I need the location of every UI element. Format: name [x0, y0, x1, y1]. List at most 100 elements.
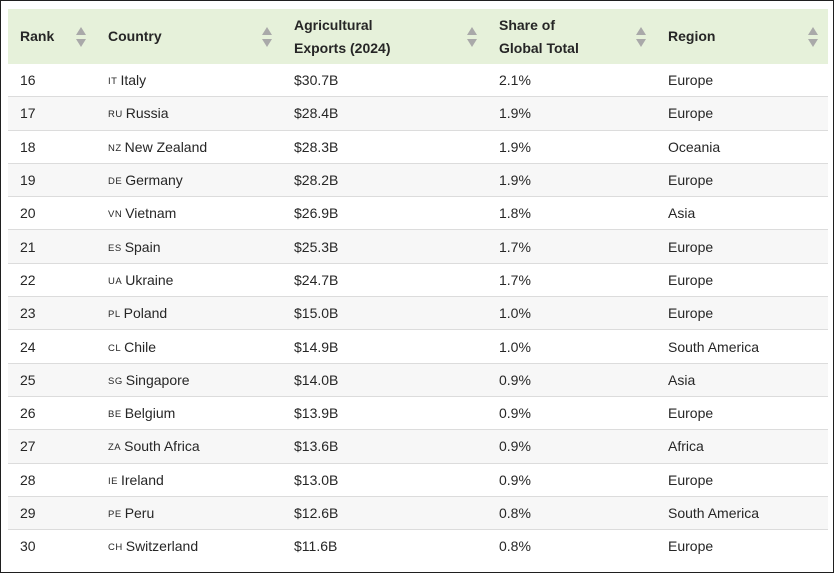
- country-name: Peru: [124, 505, 155, 521]
- sort-up-down-icon[interactable]: [636, 26, 646, 48]
- country-code: BE: [108, 409, 122, 421]
- region-cell: Europe: [656, 263, 828, 298]
- table-row: 20 VN Vietnam $26.9B 1.8% Asia: [8, 196, 828, 231]
- share-cell: 0.9%: [487, 463, 656, 497]
- column-header-label: Global Total: [499, 39, 579, 56]
- region-cell: Asia: [656, 363, 828, 397]
- share-cell: 0.8%: [487, 496, 656, 531]
- share-cell: 0.8%: [499, 538, 531, 555]
- country-cell: CL Chile: [96, 329, 282, 364]
- country-cell: ES Spain: [96, 229, 282, 264]
- column-header-label: Exports (2024): [294, 39, 391, 56]
- country-cell: RU Russia: [96, 96, 282, 131]
- region-cell: Europe: [656, 163, 828, 198]
- country-code: VN: [108, 209, 123, 221]
- share-cell: 1.9%: [487, 130, 656, 164]
- country-cell: IT Italy: [96, 64, 282, 98]
- rank-cell: 26: [8, 396, 96, 431]
- country-code: SG: [108, 375, 123, 387]
- country-cell: CH Switzerland: [96, 530, 282, 563]
- exports-cell: $24.7B: [282, 263, 487, 298]
- exports-cell: $13.6B: [282, 429, 487, 464]
- column-header-region[interactable]: Region: [656, 9, 828, 64]
- rank-cell: 22: [8, 263, 96, 298]
- table-row: 21 ES Spain $25.3B 1.7% Europe: [8, 229, 828, 264]
- table-row: 23 PL Poland $15.0B 1.0% Europe: [8, 296, 828, 331]
- country-cell: ZA South Africa: [96, 429, 282, 464]
- exports-cell: $13.9B: [282, 396, 487, 431]
- exports-cell: $28.2B: [282, 163, 487, 198]
- country-name: Russia: [125, 105, 169, 122]
- country-name: Ukraine: [125, 271, 174, 288]
- rank-cell: 28: [8, 463, 96, 497]
- exports-cell: $25.3B: [282, 229, 487, 264]
- country-name: Belgium: [124, 405, 176, 422]
- sort-up-down-icon[interactable]: [262, 26, 272, 48]
- sort-up-down-icon[interactable]: [76, 26, 86, 48]
- country-code: ES: [108, 242, 122, 254]
- country-name: Switzerland: [125, 538, 199, 555]
- table-row: 25 SG Singapore $14.0B 0.9% Asia: [8, 363, 828, 397]
- country-name: Poland: [123, 305, 168, 322]
- table-body: 16 IT Italy $30.7B 2.1% Europe 17 RU Russia $28.4…: [8, 64, 828, 562]
- table-row: 24 CL Chile $14.9B 1.0% South America: [8, 329, 828, 364]
- column-header-exports[interactable]: Agricultural Exports (2024): [282, 9, 487, 64]
- column-header-label: Region: [668, 28, 716, 44]
- exports-cell: $13.0B: [282, 463, 487, 497]
- column-header-label: Share of: [499, 16, 556, 33]
- rank-cell: 30: [20, 538, 36, 555]
- region-cell: Europe: [656, 396, 828, 431]
- country-code: ZA: [108, 442, 122, 454]
- country-code: CH: [108, 542, 123, 554]
- country-name: Germany: [125, 172, 183, 189]
- share-cell: 2.1%: [487, 64, 656, 98]
- column-header-label: Agricultural: [294, 16, 373, 33]
- table-row: 17 RU Russia $28.4B 1.9% Europe: [8, 96, 828, 131]
- table-row: 29 PE Peru $12.6B 0.8% South America: [8, 496, 828, 531]
- column-header-share[interactable]: Share of Global Total: [487, 9, 656, 64]
- share-cell: 1.7%: [487, 263, 656, 298]
- region-cell: Asia: [656, 196, 828, 231]
- table-row: 26 BE Belgium $13.9B 0.9% Europe: [8, 396, 828, 431]
- exports-cell: $30.7B: [282, 64, 487, 98]
- table-row: 27 ZA South Africa $13.6B 0.9% Africa: [8, 429, 828, 464]
- country-name: South Africa: [124, 438, 200, 455]
- table-row: 22 UA Ukraine $24.7B 1.7% Europe: [8, 263, 828, 298]
- region-cell: South America: [656, 496, 828, 531]
- country-code: NZ: [108, 142, 122, 154]
- region-cell: Europe: [656, 463, 828, 497]
- exports-cell: $11.6B: [294, 538, 338, 555]
- country-code: PE: [108, 509, 122, 520]
- exports-cell: $15.0B: [282, 296, 487, 331]
- share-cell: 1.7%: [487, 229, 656, 264]
- region-cell: Europe: [656, 229, 828, 264]
- share-cell: 1.8%: [487, 196, 656, 231]
- share-cell: 0.9%: [487, 363, 656, 397]
- country-name: Spain: [124, 238, 161, 255]
- country-code: DE: [108, 176, 123, 188]
- column-header-country[interactable]: Country: [96, 9, 282, 64]
- country-cell: UA Ukraine: [96, 263, 282, 298]
- country-cell: IE Ireland: [96, 463, 282, 497]
- country-cell: VN Vietnam: [96, 196, 282, 231]
- column-header-rank[interactable]: Rank: [8, 9, 96, 64]
- region-cell: South America: [656, 329, 828, 364]
- country-code: RU: [108, 109, 123, 121]
- country-cell: BE Belgium: [96, 396, 282, 431]
- table-row: 30 CH Switzerland $11.6B 0.8% Europe: [8, 530, 828, 563]
- rank-cell: 20: [8, 196, 96, 231]
- rank-cell: 16: [8, 64, 96, 98]
- column-header-label: Rank: [20, 28, 55, 44]
- exports-cell: $14.0B: [282, 363, 487, 397]
- sort-up-down-icon[interactable]: [467, 26, 477, 48]
- share-cell: 1.0%: [487, 296, 656, 331]
- exports-table: Rank Country Agricultural Exports (2024) Sha…: [8, 9, 828, 562]
- exports-cell: $26.9B: [282, 196, 487, 231]
- rank-cell: 27: [8, 429, 96, 464]
- country-name: Vietnam: [125, 205, 177, 222]
- exports-cell: $28.3B: [282, 130, 487, 164]
- rank-cell: 18: [8, 130, 96, 164]
- sort-up-down-icon[interactable]: [808, 26, 818, 48]
- country-code: IT: [108, 76, 118, 88]
- country-name: Chile: [124, 338, 157, 355]
